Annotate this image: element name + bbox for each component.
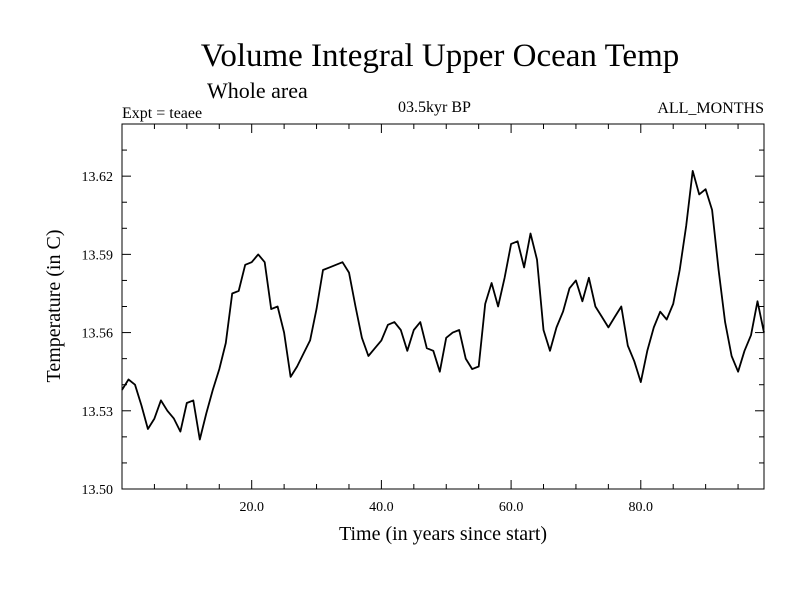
axis-tick-labels: 20.0 40.0 60.0 80.0 13.50 13.53 13.56 13.59 13.6… bbox=[82, 170, 654, 515]
plot-area-frame bbox=[121, 123, 765, 490]
y-tick-label: 13.56 bbox=[82, 327, 114, 342]
x-tick-label: 20.0 bbox=[239, 500, 264, 515]
x-axis-label: Time (in years since start) bbox=[339, 523, 547, 545]
months-label: ALL_MONTHS bbox=[657, 100, 764, 117]
x-tick-label: 60.0 bbox=[499, 500, 524, 515]
y-tick-label: 13.53 bbox=[82, 405, 114, 420]
experiment-label: Expt = teaee bbox=[122, 105, 202, 122]
temperature-series-line bbox=[121, 170, 765, 441]
axis-ticks bbox=[122, 124, 764, 489]
chart-subtitle: Whole area bbox=[207, 78, 308, 103]
y-tick-label: 13.50 bbox=[82, 483, 114, 498]
y-tick-label: 13.59 bbox=[82, 248, 114, 263]
period-label: 03.5kyr BP bbox=[398, 99, 471, 116]
y-tick-label: 13.62 bbox=[82, 170, 114, 185]
y-axis-label: Temperature (in C) bbox=[43, 230, 65, 383]
chart-title: Volume Integral Upper Ocean Temp bbox=[201, 38, 679, 74]
x-tick-label: 80.0 bbox=[629, 500, 654, 515]
x-tick-label: 40.0 bbox=[369, 500, 394, 515]
